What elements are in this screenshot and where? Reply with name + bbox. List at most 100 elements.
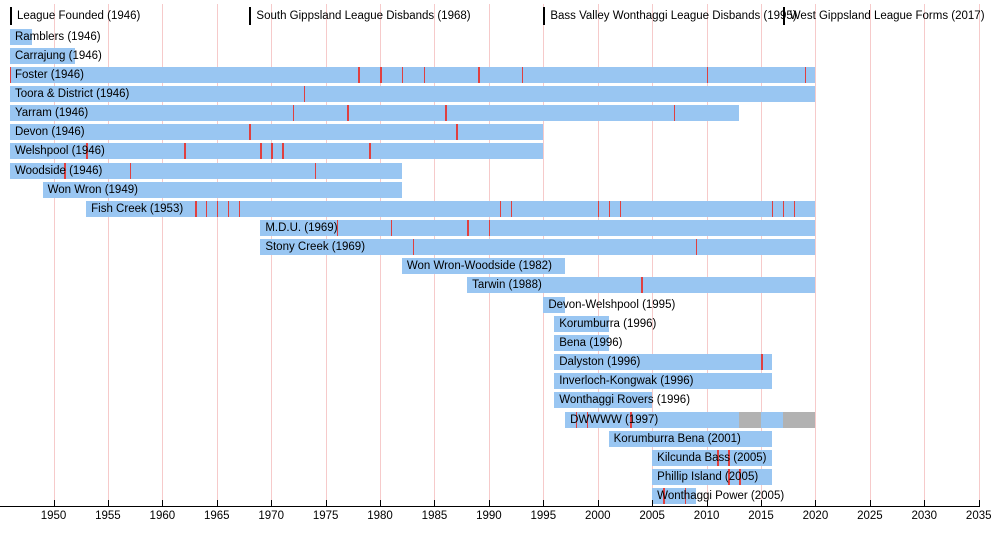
club-label: Phillip Island (2005) — [657, 470, 759, 483]
premiership-tick — [205, 200, 208, 217]
club-label: Bena (1996) — [559, 336, 623, 349]
premiership-tick — [412, 239, 415, 256]
club-label: Tarwin (1988) — [472, 279, 542, 292]
club-bar-segment — [782, 411, 816, 428]
premiership-tick — [227, 200, 230, 217]
club-bar-segment — [565, 411, 740, 428]
club-bar-segment — [86, 200, 816, 217]
premiership-tick — [586, 411, 589, 428]
axis-tick-label: 2035 — [965, 510, 992, 522]
premiership-tick — [271, 143, 273, 160]
year-gridline — [162, 4, 164, 506]
axis-tick-label: 2020 — [802, 510, 829, 522]
year-gridline — [869, 4, 871, 506]
premiership-tick — [695, 239, 698, 256]
club-label: Dalyston (1996) — [559, 356, 641, 369]
axis-tick-label: 2000 — [584, 510, 611, 522]
axis-tick — [380, 500, 382, 506]
premiership-tick — [728, 449, 730, 466]
year-gridline — [924, 4, 926, 506]
premiership-tick — [717, 449, 719, 466]
axis-tick — [162, 500, 164, 506]
premiership-tick — [608, 200, 611, 217]
premiership-tick — [467, 220, 469, 236]
axis-tick — [107, 500, 109, 506]
club-bar-segment — [739, 411, 762, 428]
premiership-tick — [129, 162, 132, 179]
club-label: Welshpool (1946) — [14, 145, 105, 158]
club-label: Carrajung (1946) — [14, 49, 102, 62]
axis-tick — [53, 500, 55, 506]
premiership-tick — [423, 66, 426, 83]
premiership-tick — [771, 200, 774, 217]
milestone-marker — [9, 7, 12, 25]
premiership-tick — [184, 143, 186, 160]
club-bar-segment — [554, 392, 653, 409]
milestone-label: League Founded (1946) — [16, 10, 141, 22]
club-label: M.D.U. (1969) — [265, 222, 338, 234]
club-label: Ramblers (1946) — [14, 30, 101, 43]
club-bar-segment — [652, 449, 772, 466]
club-bar-segment — [9, 28, 32, 45]
premiership-tick — [673, 105, 676, 122]
premiership-tick — [575, 411, 578, 428]
club-label: Foster (1946) — [14, 68, 84, 81]
club-bar-segment — [608, 430, 772, 447]
axis-tick-label: 2005 — [639, 510, 665, 522]
premiership-tick — [630, 411, 632, 428]
premiership-tick — [303, 85, 306, 102]
club-bar-segment — [554, 373, 772, 390]
milestone-marker — [249, 7, 252, 25]
club-label: Wonthaggi Power (2005) — [657, 490, 785, 503]
premiership-tick — [510, 200, 513, 217]
axis-tick-label: 1960 — [149, 510, 176, 522]
premiership-tick — [347, 105, 349, 122]
year-gridline — [107, 4, 109, 506]
club-label: Fish Creek (1953) — [91, 202, 184, 215]
axis-tick-label: 1985 — [421, 510, 448, 522]
club-label: DWWWW (1997) — [570, 413, 659, 426]
year-gridline — [978, 4, 980, 506]
club-bar-segment — [9, 162, 402, 179]
axis-tick-label: 1970 — [258, 510, 284, 522]
premiership-tick — [663, 488, 665, 505]
premiership-tick — [401, 66, 404, 83]
premiership-tick — [64, 162, 66, 179]
club-bar-segment — [554, 354, 772, 371]
milestone-marker — [782, 7, 785, 25]
axis-tick-label: 2030 — [911, 510, 938, 522]
axis-tick — [216, 500, 218, 506]
axis-tick — [271, 500, 273, 506]
premiership-tick — [793, 200, 796, 217]
premiership-tick — [782, 200, 785, 217]
club-label: Korumburra (1996) — [559, 317, 657, 330]
club-label: Woodside (1946) — [14, 164, 103, 177]
milestone-label: Bass Valley Wonthaggi League Disbands (1… — [550, 10, 797, 22]
club-bar-segment — [260, 239, 816, 256]
club-bar-segment — [554, 315, 609, 332]
axis-line — [0, 506, 981, 507]
club-label: Devon-Welshpool (1995) — [548, 298, 676, 311]
premiership-tick — [86, 143, 88, 160]
axis-tick-label: 1955 — [95, 510, 121, 522]
club-label: Devon (1946) — [14, 126, 85, 139]
club-bar-segment — [9, 47, 76, 64]
axis-tick-label: 1975 — [312, 510, 339, 522]
year-gridline — [53, 4, 55, 506]
axis-tick-label: 1950 — [40, 510, 67, 522]
premiership-tick — [456, 124, 458, 141]
club-bar-segment — [543, 296, 566, 313]
axis-tick-label: 2025 — [857, 510, 883, 522]
premiership-tick — [619, 200, 622, 217]
premiership-tick — [521, 66, 524, 83]
premiership-tick — [369, 143, 371, 160]
premiership-tick — [358, 66, 360, 83]
premiership-tick — [292, 105, 295, 122]
club-bar-segment — [9, 85, 816, 102]
premiership-tick — [478, 66, 480, 83]
premiership-tick — [488, 220, 491, 236]
axis-tick — [543, 500, 545, 506]
premiership-tick — [249, 124, 251, 141]
club-label: Kilcunda Bass (2005) — [657, 451, 767, 464]
premiership-tick — [390, 220, 393, 236]
